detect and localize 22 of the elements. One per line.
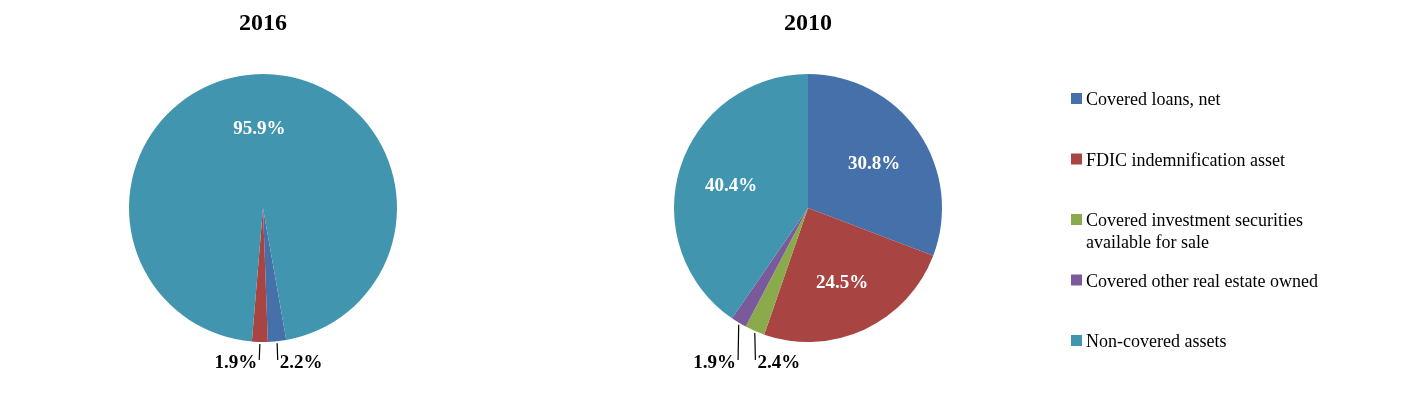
data-label: 1.9% xyxy=(214,351,258,372)
legend-label: Covered loans, net xyxy=(1086,89,1221,110)
pie-slice xyxy=(263,208,287,342)
legend-label: Covered investment securities available for sale xyxy=(1086,210,1303,252)
data-label: 95.9% xyxy=(233,117,286,139)
chart-title: 2010 xyxy=(784,9,832,35)
data-label: 30.8% xyxy=(848,152,901,174)
chart-title: 2016 xyxy=(239,9,287,35)
pie-slice xyxy=(764,208,934,342)
pie-slice xyxy=(731,208,808,327)
data-label: 24.5% xyxy=(815,270,869,292)
pie-slice xyxy=(745,208,808,335)
legend-label: Covered other real estate owned xyxy=(1086,270,1318,291)
data-label: 40.4% xyxy=(705,173,758,195)
pie-slice xyxy=(674,74,808,319)
data-label: 1.9% xyxy=(693,351,737,372)
legend-label: FDIC indemnification asset xyxy=(1086,149,1285,170)
data-label: 2.2% xyxy=(279,351,323,372)
pie-slice xyxy=(129,74,397,342)
pie-slice xyxy=(808,74,942,256)
legend-label: Non-covered assets xyxy=(1086,331,1227,352)
data-label: 2.4% xyxy=(757,351,801,372)
